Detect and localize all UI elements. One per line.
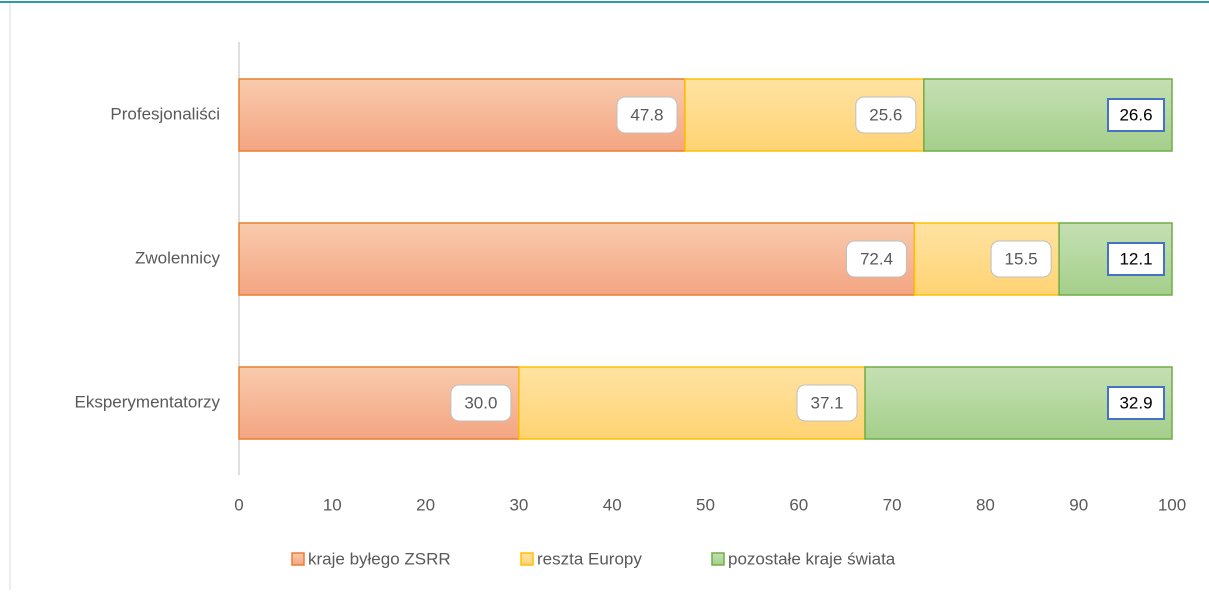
x-tick-label: 70 xyxy=(883,495,902,514)
label-box xyxy=(1107,386,1165,420)
data-label: 37.1 xyxy=(810,393,843,412)
label-box xyxy=(855,96,917,134)
bar-segment xyxy=(913,222,1060,296)
data-label: 26.6 xyxy=(1119,105,1152,124)
data-label: 12.1 xyxy=(1119,249,1152,268)
data-label: 72.4 xyxy=(860,249,893,268)
x-tick-label: 10 xyxy=(323,495,342,514)
x-tick-label: 30 xyxy=(509,495,528,514)
legend-label: pozostałe kraje świata xyxy=(728,549,896,568)
label-box xyxy=(1107,242,1165,276)
y-tick-label: Profesjonaliści xyxy=(110,104,220,123)
label-box xyxy=(990,240,1052,278)
data-label: 47.8 xyxy=(630,105,663,124)
x-tick-label: 50 xyxy=(696,495,715,514)
x-tick-label: 40 xyxy=(603,495,622,514)
data-label: 32.9 xyxy=(1119,393,1152,412)
x-tick-label: 20 xyxy=(416,495,435,514)
x-tick-label: 60 xyxy=(789,495,808,514)
label-box xyxy=(1107,98,1165,132)
legend-label: kraje byłego ZSRR xyxy=(308,549,451,568)
legend-swatch xyxy=(520,552,534,566)
label-box xyxy=(845,240,907,278)
legend-label: reszta Europy xyxy=(537,549,642,568)
bar-segment xyxy=(238,78,686,152)
legend-swatch xyxy=(291,552,305,566)
bar-segment xyxy=(238,222,916,296)
legend-swatch xyxy=(711,552,725,566)
x-tick-label: 0 xyxy=(234,495,243,514)
label-box xyxy=(616,96,678,134)
label-box xyxy=(796,384,858,422)
data-label: 15.5 xyxy=(1005,249,1038,268)
y-tick-label: Eksperymentatorzy xyxy=(75,392,221,411)
y-tick-label: Zwolennicy xyxy=(135,248,221,267)
label-box xyxy=(450,384,512,422)
x-tick-label: 100 xyxy=(1158,495,1186,514)
data-label: 25.6 xyxy=(869,105,902,124)
data-label: 30.0 xyxy=(464,393,497,412)
x-tick-label: 90 xyxy=(1069,495,1088,514)
x-tick-label: 80 xyxy=(976,495,995,514)
